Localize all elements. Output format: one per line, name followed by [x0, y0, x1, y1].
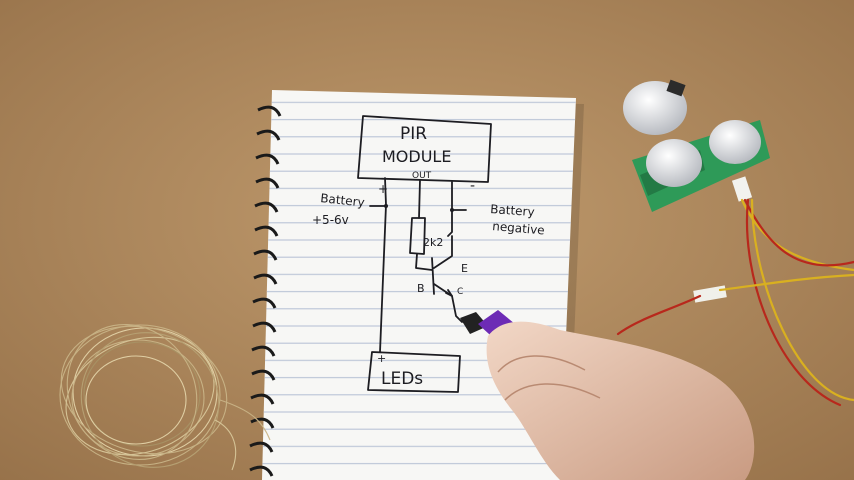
battery-voltage-label: +5-6v: [312, 213, 349, 227]
battery-negative-label: Battery: [490, 202, 535, 219]
pir-dome-left: [646, 139, 702, 187]
pir-label: PIR: [400, 124, 427, 144]
module-label: MODULE: [382, 147, 451, 166]
coiled-led-wire: [59, 323, 271, 471]
sensor-wires: [616, 198, 854, 407]
pir-dome-small: [623, 81, 687, 135]
battery-negative-label-2: negative: [492, 219, 546, 238]
pir-sensors: [623, 79, 770, 303]
resistor-symbol: [409, 217, 426, 255]
transistor-symbol: [431, 235, 463, 323]
hand: [486, 321, 755, 480]
negative-wire: [447, 181, 453, 237]
plus-terminal-label: +: [378, 182, 388, 196]
out-label: OUT: [412, 171, 432, 181]
circuit-diagram: PIR MODULE OUT + - Battery +5-6v Battery…: [312, 115, 546, 393]
battery-positive-label: Battery: [320, 191, 366, 210]
led-plus-label: +: [377, 352, 386, 365]
minus-terminal-label: -: [470, 178, 475, 194]
collector-label: C: [457, 287, 463, 297]
emitter-label: E: [461, 262, 468, 275]
out-wire: [418, 179, 421, 219]
pir-dome-right: [709, 120, 761, 164]
resistor-label: 2k2: [423, 236, 443, 249]
spiral-binding: [249, 105, 282, 477]
leds-label: LEDs: [381, 369, 423, 389]
pir-module-box: [357, 115, 492, 183]
leds-box: [367, 351, 461, 393]
base-label: B: [417, 282, 425, 295]
